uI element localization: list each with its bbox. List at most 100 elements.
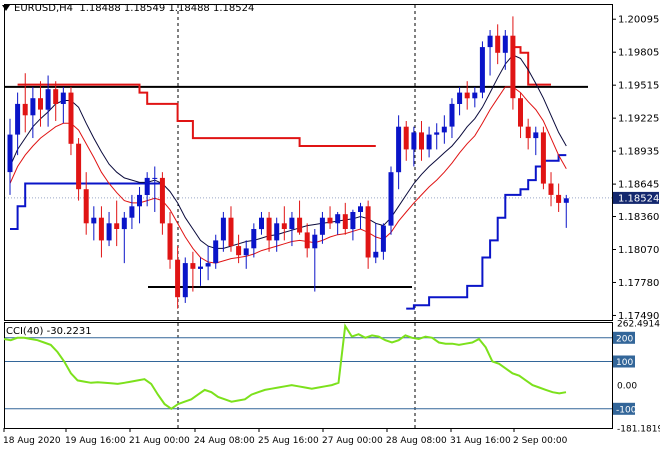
candle-body <box>129 206 135 218</box>
cci-label: -181.1819 <box>617 425 660 435</box>
candle-body <box>350 212 356 230</box>
candle-body <box>144 177 150 195</box>
candle-body <box>380 225 386 252</box>
price-label: 1.20095 <box>618 15 659 26</box>
candle-body <box>304 232 310 249</box>
candle-body <box>114 223 120 229</box>
candle-body <box>510 35 516 99</box>
candle-body <box>190 263 196 269</box>
candle-body <box>236 246 242 256</box>
candle-body <box>289 217 295 230</box>
time-label: 25 Aug 16:00 <box>258 436 319 446</box>
candle-body <box>45 89 51 110</box>
cci-level-box <box>613 402 635 415</box>
chart-header: EURUSD,H4 1.18488 1.18549 1.18488 1.1852… <box>2 2 254 16</box>
candle-body <box>182 263 188 298</box>
candle-body <box>548 183 554 195</box>
cci-line <box>3 323 567 411</box>
candle-body <box>53 89 59 104</box>
symbol-label: EURUSD,H4 <box>14 3 74 14</box>
candle-body <box>7 134 13 173</box>
candle-body <box>266 217 272 241</box>
candle-body <box>68 92 74 144</box>
candle-body <box>403 126 409 150</box>
candle-body <box>220 217 226 241</box>
candle-body <box>251 229 257 249</box>
time-label: 19 Aug 16:00 <box>65 436 126 446</box>
candle-body <box>457 92 463 104</box>
lower-channel-line <box>406 154 567 310</box>
candle-body <box>259 217 264 230</box>
candle-body <box>434 132 440 135</box>
price-label: 1.18070 <box>618 245 659 256</box>
cci-label: 0.00 <box>617 382 637 392</box>
price-label: 1.19225 <box>618 114 659 125</box>
candle-body <box>533 132 539 139</box>
candle-body <box>419 132 424 150</box>
price-label: 1.19515 <box>618 81 659 92</box>
candle-body <box>327 217 333 224</box>
time-label: 21 Aug 00:00 <box>129 436 190 446</box>
time-label: 28 Aug 08:00 <box>386 436 447 446</box>
candle-body <box>495 35 501 53</box>
candle-body <box>281 223 287 229</box>
candle-body <box>563 198 569 203</box>
candle-body <box>411 132 417 150</box>
cci-label: 100 <box>616 358 633 368</box>
candle-body <box>342 214 348 229</box>
candle-body <box>449 103 455 127</box>
candle-body <box>106 223 112 241</box>
candle-body <box>121 217 127 230</box>
current-price-label: 1.18524 <box>618 193 659 204</box>
candle-body <box>358 206 363 212</box>
candle-body <box>312 234 318 249</box>
current-price-box <box>613 191 659 204</box>
candle-body <box>137 194 142 207</box>
candle-body <box>479 47 485 93</box>
ohlc-values: 1.18488 1.18549 1.18488 1.18524 <box>79 3 255 14</box>
candle-body <box>167 223 173 260</box>
candle-body <box>464 92 470 99</box>
candle-body <box>91 217 97 224</box>
price-label: 1.18645 <box>618 180 659 191</box>
time-label: 27 Aug 00:00 <box>322 436 383 446</box>
candle-body <box>30 98 36 116</box>
cci-header: CCI(40) -30.2231 <box>6 326 92 337</box>
candle-body <box>518 98 523 127</box>
candle-body <box>60 92 66 104</box>
candle-body <box>76 143 82 190</box>
candle-body <box>388 172 394 226</box>
candle-body <box>556 194 562 203</box>
cci-label: 262.4914 <box>617 320 660 330</box>
cci-level-box <box>613 331 635 344</box>
candle-body <box>502 35 508 53</box>
cci-label: 200 <box>616 334 633 344</box>
candle-body <box>365 206 371 258</box>
fast-ma-line <box>9 86 567 264</box>
cci-label: -100 <box>616 405 637 415</box>
cci-pane-frame <box>4 322 613 429</box>
candle-body <box>98 217 104 241</box>
candle-body <box>22 103 28 116</box>
candle-body <box>205 263 211 267</box>
candle-body <box>525 126 531 139</box>
candle-body <box>441 126 447 133</box>
dropdown-triangle-icon[interactable] <box>2 5 10 11</box>
time-label: 2 Sep 00:00 <box>513 436 568 446</box>
time-label: 24 Aug 08:00 <box>194 436 255 446</box>
price-pane-frame <box>4 4 613 321</box>
time-label: 18 Aug 2020 <box>3 436 61 446</box>
candle-body <box>396 126 402 173</box>
time-label: 31 Aug 16:00 <box>450 436 511 446</box>
candle-body <box>373 251 379 258</box>
candle-body <box>487 35 493 48</box>
candle-body <box>213 240 219 264</box>
candle-body <box>152 177 158 179</box>
cci-level-box <box>613 355 635 368</box>
price-label: 1.19805 <box>618 48 659 59</box>
candle-body <box>159 177 165 224</box>
candle-body <box>228 217 234 247</box>
upper-channel-line <box>512 46 551 86</box>
price-label: 1.17490 <box>618 311 659 322</box>
